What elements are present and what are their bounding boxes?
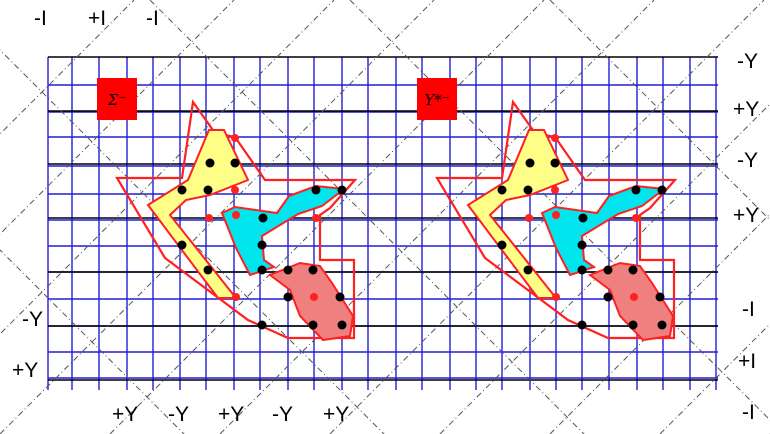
weight-node <box>203 265 213 275</box>
top-label-1: -I <box>34 7 47 30</box>
weight-node-red <box>312 214 320 222</box>
label-box <box>97 78 137 120</box>
weight-node-red <box>232 293 240 301</box>
yellow-region <box>466 129 570 299</box>
cyan-region <box>540 184 667 277</box>
left-label-2: +Y <box>12 359 39 382</box>
diagonal-line-down <box>0 249 185 434</box>
weight-node <box>283 292 293 302</box>
diagonal-line-down <box>0 49 385 434</box>
weight-node-red <box>552 293 560 301</box>
panel-ystar-minus: Y*⁻ <box>417 78 678 342</box>
weight-node <box>205 158 215 168</box>
bottom-label-2: -Y <box>168 403 189 426</box>
bottom-label-4: -Y <box>272 403 293 426</box>
yellow-region <box>146 129 250 299</box>
weight-node <box>523 185 533 195</box>
weight-node-red <box>205 214 213 222</box>
weight-outline <box>115 99 358 340</box>
right-label-6: +I <box>738 350 757 373</box>
weight-node <box>311 185 321 195</box>
left-label-1: -Y <box>22 308 43 331</box>
weight-node <box>337 185 347 195</box>
right-label-1: -Y <box>737 50 758 73</box>
label-box <box>417 78 457 120</box>
weight-node-red <box>525 214 533 222</box>
diagonal-line-up <box>109 0 545 434</box>
weight-node-red <box>310 293 318 301</box>
diagonal-line-up <box>0 0 235 235</box>
cyan-region <box>220 184 347 277</box>
weight-node <box>577 265 587 275</box>
weight-node <box>257 265 267 275</box>
weight-node <box>257 320 267 330</box>
right-label-7: -I <box>742 401 755 424</box>
weight-node-red <box>551 134 559 142</box>
right-label-5: -I <box>742 298 755 321</box>
weight-node-red <box>552 211 560 219</box>
weight-node <box>577 240 587 250</box>
weight-node <box>337 320 347 330</box>
weight-node <box>283 265 293 275</box>
right-label-3: -Y <box>737 149 758 172</box>
pink-region <box>587 261 675 342</box>
weight-node <box>177 185 187 195</box>
weight-node <box>657 320 667 330</box>
top-label-2: +I <box>88 7 107 30</box>
weight-node <box>631 185 641 195</box>
horizontal-black-grid <box>48 56 718 381</box>
vertical-blue-grid <box>47 57 717 390</box>
weight-node <box>603 265 613 275</box>
weight-node <box>628 265 638 275</box>
diagonal-line-down <box>349 0 770 421</box>
weight-node <box>257 240 267 250</box>
diagonal-line-up <box>0 0 335 335</box>
weight-node <box>177 240 187 250</box>
weight-outline <box>435 99 678 340</box>
diagonal-line-up <box>0 0 435 434</box>
weight-node <box>308 320 318 330</box>
weight-node-red <box>232 211 240 219</box>
bottom-label-3: +Y <box>218 403 245 426</box>
box-label: Σ⁻ <box>107 91 127 109</box>
weight-node <box>525 158 535 168</box>
weight-node <box>308 265 318 275</box>
weight-node <box>578 213 588 223</box>
diagonal-line-up <box>219 0 655 434</box>
weight-node-red <box>630 293 638 301</box>
pink-region <box>267 261 355 342</box>
diagonal-line-up <box>329 0 765 434</box>
weight-node <box>258 213 268 223</box>
top-label-3: -I <box>146 7 159 30</box>
weight-node <box>203 185 213 195</box>
weight-node-red <box>551 186 559 194</box>
weight-node <box>230 158 240 168</box>
weight-node <box>655 292 665 302</box>
weight-node <box>497 240 507 250</box>
weight-node <box>628 320 638 330</box>
box-label: Y*⁻ <box>424 91 449 109</box>
weight-node-red <box>231 134 239 142</box>
weight-node <box>523 265 533 275</box>
weight-node-red <box>632 214 640 222</box>
weight-node <box>657 185 667 195</box>
panel-sigma-minus: Σ⁻ <box>97 78 358 342</box>
weight-node-red <box>231 186 239 194</box>
weight-node <box>577 320 587 330</box>
diagonal-line-up <box>0 0 135 135</box>
weight-node <box>335 292 345 302</box>
weight-node <box>550 158 560 168</box>
right-label-2: +Y <box>733 98 760 121</box>
weight-node <box>603 292 613 302</box>
diagonal-line-down <box>149 0 585 434</box>
right-label-4: +Y <box>733 204 760 227</box>
bottom-label-5: +Y <box>323 403 350 426</box>
bottom-label-1: +Y <box>112 403 139 426</box>
weight-node <box>497 185 507 195</box>
